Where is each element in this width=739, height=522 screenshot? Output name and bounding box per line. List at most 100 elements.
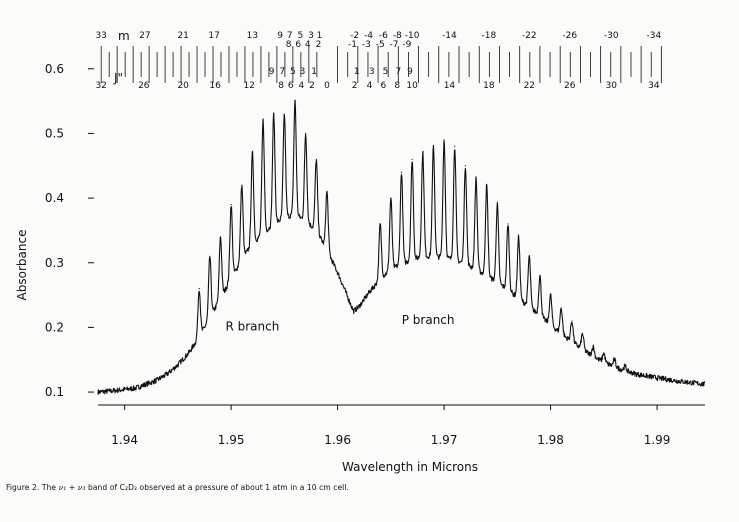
assignment-number: -8 <box>393 31 402 41</box>
y-tick-label: 0.3 <box>45 256 64 270</box>
assignment-number: -7 <box>390 40 399 50</box>
assignment-number: 7 <box>287 31 293 41</box>
spectrum-peak-point <box>411 158 413 160</box>
spectrum-peak-point <box>390 197 392 199</box>
assignment-number: 30 <box>606 81 618 91</box>
assignment-number: 21 <box>177 31 188 41</box>
figure-caption: Figure 2. The ν₁ + ν₃ band of C₂D₂ obser… <box>6 483 349 492</box>
caption-suffix: band of C₂D₂ observed at a pressure of a… <box>85 483 350 492</box>
assignment-number: -26 <box>562 31 577 41</box>
assignment-number: -3 <box>362 40 371 50</box>
y-tick-label: 0.4 <box>45 191 64 205</box>
branch-label: R branch <box>225 320 279 334</box>
assignment-number: 4 <box>367 81 373 91</box>
spectrum-peak-point <box>592 346 594 348</box>
spectrum-peak-point <box>549 294 552 296</box>
spectrum-peak-point <box>464 165 466 167</box>
spectrum-peak-point <box>443 139 445 141</box>
spectrum-peak-point <box>571 320 573 322</box>
assignment-number: 4 <box>299 81 305 91</box>
x-tick-label: 1.95 <box>218 433 245 447</box>
y-axis-title: Absorbance <box>15 230 29 301</box>
assignment-number: -10 <box>405 31 420 41</box>
caption-middle: + <box>66 483 78 492</box>
assignment-number: 10 <box>406 81 418 91</box>
y-tick-label: 0.1 <box>45 385 64 399</box>
caption-symbol-nu1: ν₁ <box>58 483 67 492</box>
annotations: R branch P branch <box>225 313 454 333</box>
assignment-number: 26 <box>138 81 150 91</box>
assignment-number: 1 <box>354 67 360 77</box>
spectrum-peak-point <box>209 255 211 257</box>
assignment-number: 3 <box>369 67 375 77</box>
assignment-number: 13 <box>247 31 258 41</box>
assignment-number: 32 <box>95 81 106 91</box>
spectrum-peak-point <box>496 203 498 206</box>
assignment-number: 7 <box>395 67 401 77</box>
branch-label: P branch <box>402 313 455 327</box>
spectrum-peak-point <box>507 223 509 225</box>
spectrum-peak-point <box>454 145 456 147</box>
assignment-number: 5 <box>290 67 296 77</box>
rotational-assignment-lines <box>100 46 662 83</box>
assignment-number: -14 <box>442 31 457 41</box>
x-tick-label: 1.97 <box>431 433 458 447</box>
y-axis-ticks: 0.1 0.2 0.3 0.4 0.5 0.6 <box>45 62 94 399</box>
spectrum-peak-point <box>486 184 488 186</box>
assignment-number: 34 <box>648 81 660 91</box>
spectrum-peak-point <box>315 158 317 160</box>
assignment-number: 6 <box>288 81 294 91</box>
assignment-number: 16 <box>209 81 221 91</box>
x-axis-title: Wavelength in Microns <box>342 460 478 474</box>
assignment-number: -6 <box>379 31 388 41</box>
assignment-number: 5 <box>383 67 389 77</box>
x-tick-label: 1.94 <box>111 433 138 447</box>
assignment-number: -1 <box>348 40 357 50</box>
assignment-number: 26 <box>564 81 576 91</box>
assignment-number: -2 <box>350 31 359 41</box>
assignment-number: -18 <box>481 31 496 41</box>
assignment-number: -5 <box>376 40 385 50</box>
spectrum-peak-point <box>241 184 243 186</box>
y-tick-label: 0.6 <box>45 62 64 76</box>
spectrum-peak-point <box>326 191 328 193</box>
assignment-number: 1 <box>311 67 317 77</box>
assignment-number: -30 <box>604 31 619 41</box>
y-tick-label: 0.5 <box>45 126 64 140</box>
spectrum-peak-point <box>379 223 381 225</box>
y-tick-label: 0.2 <box>45 320 64 334</box>
spectrum-peak-point <box>518 236 520 238</box>
assignment-number: 6 <box>295 40 301 50</box>
assignment-number: 2 <box>309 81 315 91</box>
caption-symbol-nu3: ν₃ <box>77 483 86 492</box>
x-axis-ticks: 1.94 1.95 1.96 1.97 1.98 1.99 <box>111 405 670 447</box>
spectrum-peak-point <box>283 113 285 115</box>
assignment-number: 14 <box>444 81 456 91</box>
spectrum-peak-point <box>219 236 222 238</box>
rotational-assignment-labels: m33 27 21 17 13 9 7 5 3 1 -2 -4 -6 -8 -10 -14 -18 -22 -26-… <box>95 29 661 91</box>
assignment-number: 27 <box>139 31 150 41</box>
assignment-number: 8 <box>394 81 400 91</box>
spectrum-peak-point <box>294 100 296 102</box>
assignment-number: 3 <box>308 31 314 41</box>
assignment-row-label: m <box>118 29 130 43</box>
assignment-number: 9 <box>269 67 275 77</box>
spectrum-peak-point <box>262 119 264 122</box>
x-tick-label: 1.96 <box>324 433 351 447</box>
assignment-number: 4 <box>305 40 311 50</box>
plot-area <box>97 99 706 395</box>
spectrum-peak-point <box>603 352 605 354</box>
assignment-number: 12 <box>243 81 254 91</box>
assignment-number: 1 <box>317 31 323 41</box>
spectrum-peak-point <box>251 152 254 154</box>
assignment-number: 3 <box>300 67 306 77</box>
assignment-number: -9 <box>402 40 411 50</box>
spectrum-peak-point <box>198 288 200 290</box>
spectrum-peak-point <box>624 365 626 367</box>
spectrum-peak-point <box>432 145 435 147</box>
assignment-number: -34 <box>647 31 662 41</box>
assignment-number: 22 <box>524 81 535 91</box>
spectrum-peak-point <box>560 307 562 309</box>
assignment-number: -4 <box>364 31 373 41</box>
